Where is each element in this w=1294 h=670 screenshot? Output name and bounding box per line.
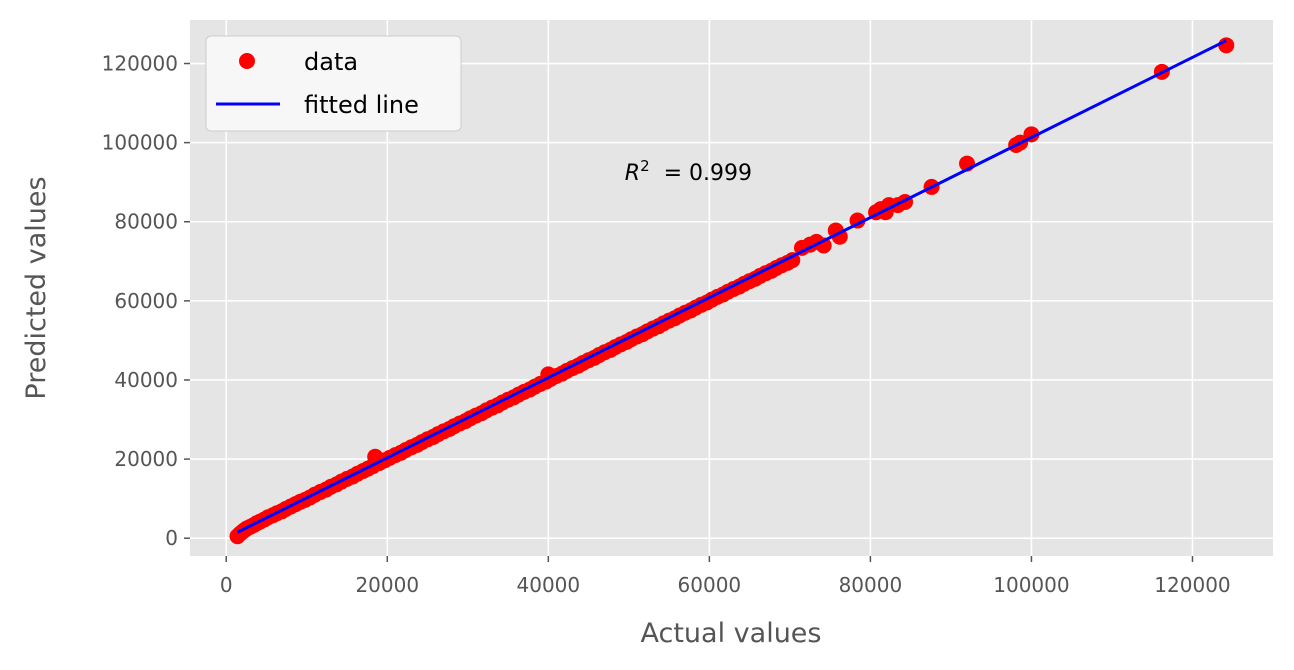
y-tick-label: 20000 — [114, 447, 178, 471]
legend-label-fitted-line: fitted line — [304, 91, 419, 119]
y-tick-label: 80000 — [114, 210, 178, 234]
y-tick-label: 60000 — [114, 289, 178, 313]
y-axis-label: Predicted values — [21, 176, 52, 399]
data-point — [831, 228, 848, 245]
x-tick-label: 120000 — [1154, 573, 1230, 597]
x-axis-ticks: 0 20000 40000 60000 80000 100000 120000 — [220, 556, 1231, 597]
x-tick-label: 60000 — [678, 573, 742, 597]
x-tick-label: 100000 — [993, 573, 1069, 597]
y-tick-label: 100000 — [102, 131, 178, 155]
fitted-line — [236, 39, 1227, 534]
x-axis-label: Actual values — [641, 618, 822, 649]
y-tick-label: 120000 — [102, 52, 178, 76]
legend-data-marker — [239, 53, 255, 69]
r-squared-annotation: R2 = 0.999 — [625, 157, 752, 186]
y-tick-label: 40000 — [114, 368, 178, 392]
fitted-line-layer — [236, 39, 1227, 534]
x-tick-label: 40000 — [517, 573, 581, 597]
legend-box — [205, 35, 462, 132]
legend-label-data: data — [304, 48, 358, 76]
data-point — [1218, 37, 1235, 54]
legend: data fitted line — [205, 35, 462, 132]
x-tick-label: 80000 — [839, 573, 903, 597]
x-tick-label: 20000 — [355, 573, 419, 597]
y-axis-ticks: 0 20000 40000 60000 80000 100000 120000 — [102, 52, 190, 550]
x-tick-label: 0 — [220, 573, 233, 597]
y-tick-label: 0 — [165, 526, 178, 550]
data-point — [784, 252, 801, 269]
